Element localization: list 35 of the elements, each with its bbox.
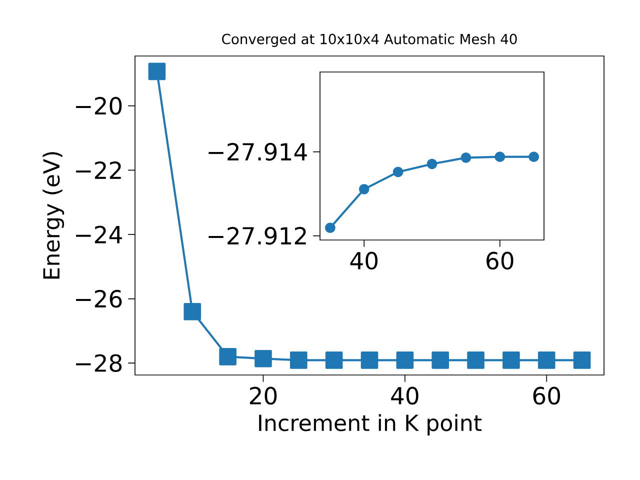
- point: [358, 184, 370, 194]
- point: [360, 352, 378, 369]
- point: [467, 352, 484, 369]
- x-axis-title: Increment in K point: [259, 414, 482, 436]
- y-tick-label: −24: [76, 226, 122, 244]
- point: [219, 348, 236, 366]
- point: [494, 152, 506, 162]
- point: [432, 352, 450, 369]
- chart-title: Converged at 10x10x4 Automatic Mesh 40: [222, 34, 517, 47]
- point: [502, 352, 520, 369]
- x-tick-label: 20: [250, 386, 277, 405]
- y-axis-title: Energy (eV): [42, 152, 64, 279]
- point: [324, 222, 336, 234]
- point: [396, 352, 414, 369]
- y-tick-label: −26: [76, 290, 122, 308]
- x-tick-label: 40: [391, 386, 418, 405]
- x-tick-label: 60: [533, 386, 560, 405]
- point: [573, 352, 591, 369]
- y-tick-label: −20: [76, 96, 122, 115]
- point: [460, 152, 472, 163]
- point: [254, 350, 272, 368]
- point: [184, 302, 202, 320]
- x-tick-label: 60: [486, 252, 514, 270]
- y-tick-label: −27.912: [208, 226, 306, 245]
- point: [538, 352, 556, 369]
- point: [392, 166, 404, 178]
- point: [426, 158, 438, 170]
- y-tick-label: −28: [76, 354, 122, 372]
- point: [325, 352, 343, 369]
- x-tick-label: 40: [350, 252, 378, 270]
- point: [528, 152, 540, 162]
- point: [148, 62, 166, 80]
- y-tick-label: −22: [76, 161, 121, 179]
- y-tick-label: −27.914: [208, 142, 307, 161]
- point: [290, 352, 308, 369]
